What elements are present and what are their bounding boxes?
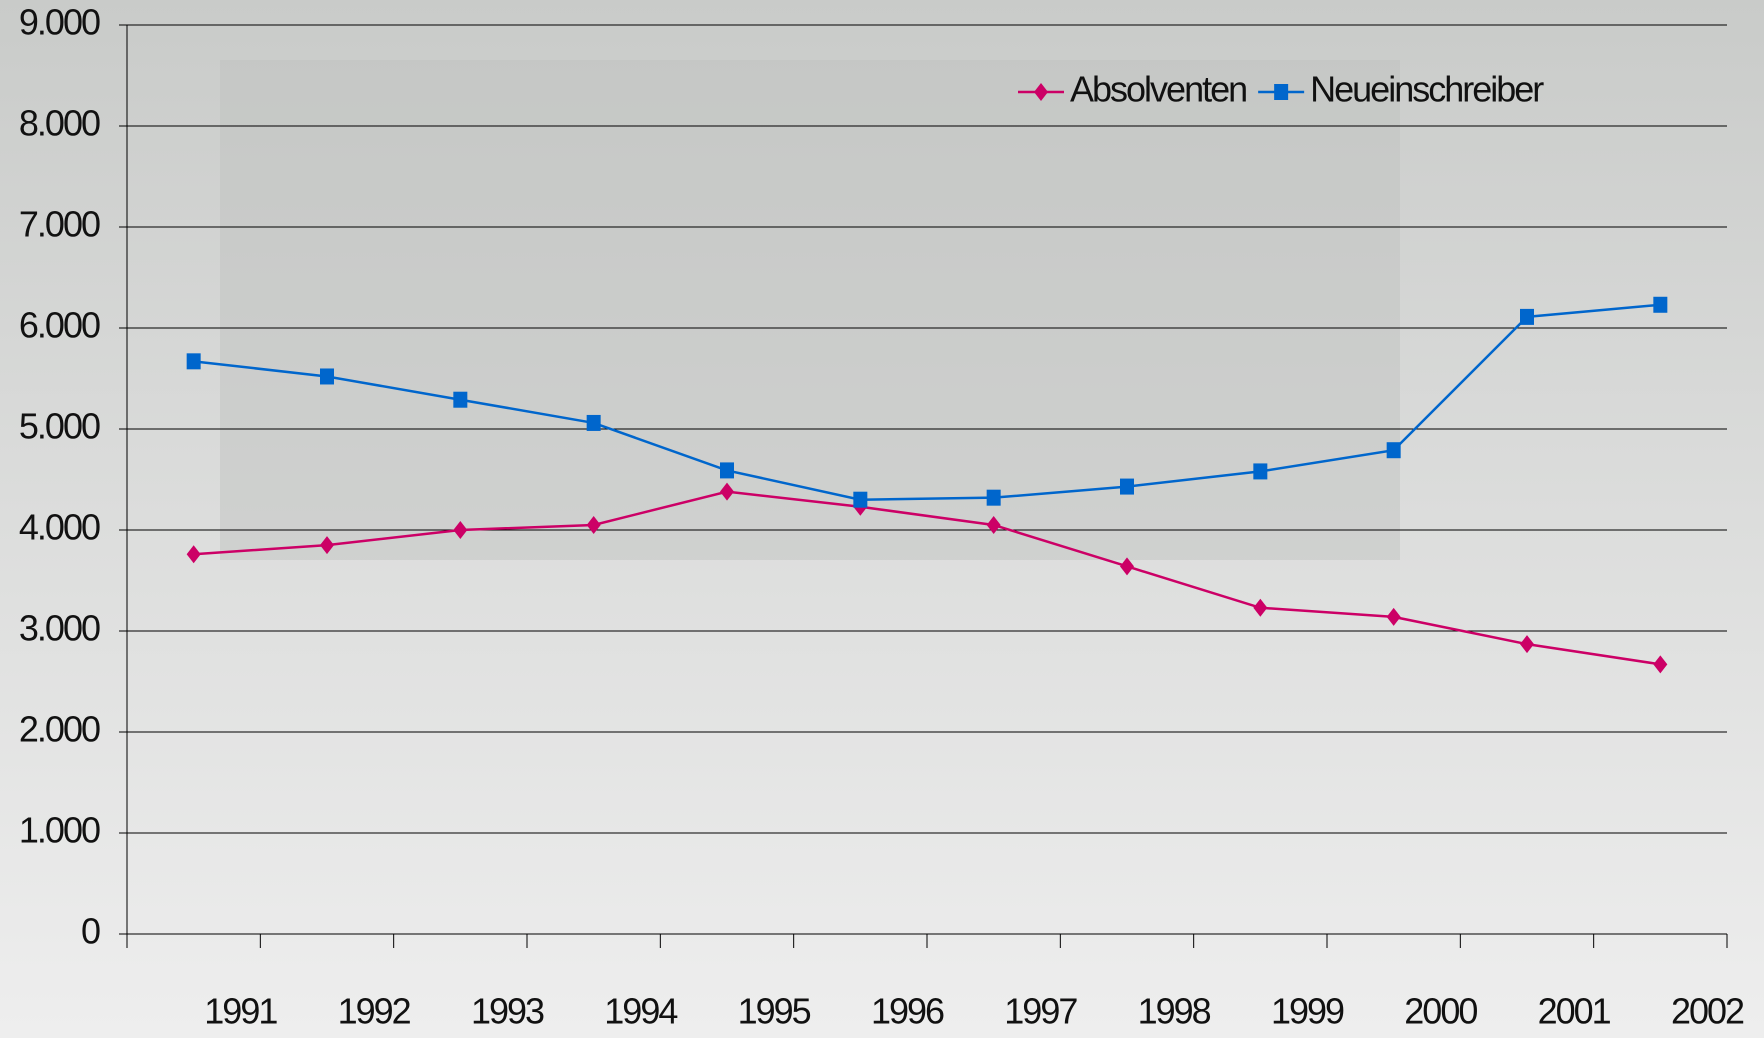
marker [1120, 479, 1134, 495]
x-tick-label: 1991 [204, 991, 277, 1032]
background-building [220, 60, 1400, 560]
x-tick-label: 1998 [1138, 991, 1211, 1032]
y-tick-label: 0 [81, 911, 100, 952]
x-tick-label: 1995 [738, 991, 811, 1032]
y-tick-label: 2.000 [19, 709, 100, 750]
marker [1253, 463, 1267, 479]
chart: 0 1.000 2.000 3.000 4.000 5.000 6.000 7.000 8.00… [0, 0, 1764, 1038]
y-tick-label: 8.000 [19, 103, 100, 144]
y-tick-label: 1.000 [19, 810, 100, 851]
x-tick-label: 1996 [871, 991, 944, 1032]
legend-label: Neueinschreiber [1310, 69, 1544, 110]
marker [1653, 297, 1667, 313]
marker [453, 392, 467, 408]
legend-label: Absolventen [1070, 69, 1246, 110]
marker [187, 353, 201, 369]
x-tick-label: 1994 [604, 991, 677, 1032]
marker [987, 490, 1001, 506]
marker [587, 415, 601, 431]
y-tick-label: 9.000 [19, 2, 100, 43]
marker [1387, 442, 1401, 458]
marker [1520, 309, 1534, 325]
y-tick-label: 4.000 [19, 507, 100, 548]
y-tick-label: 5.000 [19, 406, 100, 447]
x-tick-label: 1999 [1271, 991, 1344, 1032]
x-tick-label: 2000 [1404, 991, 1477, 1032]
marker [1274, 84, 1288, 100]
x-tick-label: 2002 [1671, 991, 1744, 1032]
x-tick-label: 2001 [1538, 991, 1611, 1032]
marker [720, 462, 734, 478]
x-tick-label: 1992 [338, 991, 411, 1032]
y-tick-label: 3.000 [19, 608, 100, 649]
x-tick-label: 1993 [471, 991, 544, 1032]
marker [320, 368, 334, 384]
marker [853, 492, 867, 508]
x-tick-label: 1997 [1004, 991, 1077, 1032]
y-tick-label: 7.000 [19, 204, 100, 245]
y-tick-label: 6.000 [19, 305, 100, 346]
